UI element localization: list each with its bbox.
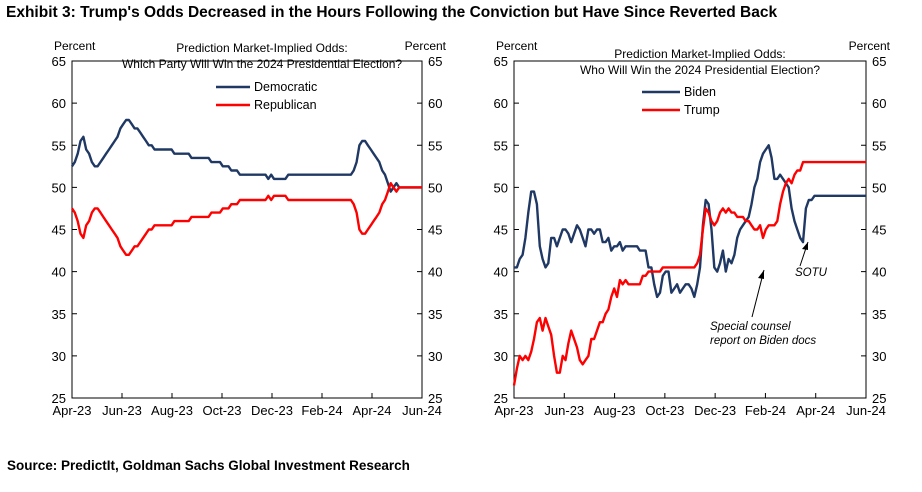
y-axis-label-right: Percent xyxy=(849,39,891,53)
annotation-sotu-arrowhead xyxy=(802,242,808,250)
x-tick-label: Dec-23 xyxy=(694,403,736,418)
y-tick-label-right: 25 xyxy=(872,391,886,406)
y-tick-label-left: 65 xyxy=(52,54,66,69)
y-tick-label-left: 30 xyxy=(52,349,66,364)
x-tick-label: Jun-23 xyxy=(544,403,584,418)
annotation-special-counsel-line-1: Special counsel xyxy=(710,321,791,333)
x-tick-label: Jun-24 xyxy=(402,403,442,418)
x-tick-label: Jun-23 xyxy=(102,403,142,418)
y-tick-label-left: 55 xyxy=(52,138,66,153)
legend-label-trump: Trump xyxy=(684,103,720,117)
y-tick-label-right: 35 xyxy=(428,307,442,322)
series-line-trump xyxy=(512,160,866,386)
x-tick-label: Feb-24 xyxy=(301,403,342,418)
x-tick-label: Oct-23 xyxy=(202,403,241,418)
x-tick-label: Apr-24 xyxy=(796,403,835,418)
y-tick-label-right: 65 xyxy=(872,54,886,69)
y-tick-label-left: 55 xyxy=(494,138,508,153)
y-tick-label-left: 25 xyxy=(52,391,66,406)
x-tick-label: Apr-23 xyxy=(52,403,91,418)
y-tick-label-left: 60 xyxy=(52,96,66,111)
y-tick-label-left: 30 xyxy=(494,349,508,364)
x-tick-label: Aug-23 xyxy=(594,403,636,418)
y-tick-label-left: 50 xyxy=(52,180,66,195)
y-axis-label-right: Percent xyxy=(405,39,447,53)
x-tick-label: Aug-23 xyxy=(151,403,193,418)
y-tick-label-left: 35 xyxy=(494,307,508,322)
y-tick-label-left: 50 xyxy=(494,180,508,195)
chart-title-line-2: Which Party Will Win the 2024 Presidenti… xyxy=(122,57,402,71)
y-tick-label-right: 65 xyxy=(428,54,442,69)
y-tick-label-right: 50 xyxy=(872,180,886,195)
x-tick-label: Jun-24 xyxy=(846,403,886,418)
chart-title-line-1: Prediction Market-Implied Odds: xyxy=(614,47,785,61)
x-tick-label: Apr-23 xyxy=(494,403,533,418)
source-note: Source: PredictIt, Goldman Sachs Global … xyxy=(7,458,410,473)
plot-frame xyxy=(71,60,423,399)
y-tick-label-left: 40 xyxy=(52,265,66,280)
y-tick-label-left: 60 xyxy=(494,96,508,111)
annotation-special-counsel-line-2: report on Biden docs xyxy=(710,335,816,347)
y-tick-label-right: 30 xyxy=(872,349,886,364)
x-tick-label: Oct-23 xyxy=(645,403,684,418)
y-tick-label-right: 40 xyxy=(428,265,442,280)
x-tick-label: Feb-24 xyxy=(745,403,786,418)
y-tick-label-right: 30 xyxy=(428,349,442,364)
y-tick-label-left: 25 xyxy=(494,391,508,406)
chart-title-line-2: Who Will Win the 2024 Presidential Elect… xyxy=(580,63,820,77)
y-tick-label-left: 65 xyxy=(494,54,508,69)
y-axis-label-left: Percent xyxy=(496,39,538,53)
y-tick-label-left: 45 xyxy=(494,223,508,238)
x-tick-label: Apr-24 xyxy=(352,403,391,418)
y-tick-label-right: 45 xyxy=(872,223,886,238)
y-tick-label-right: 55 xyxy=(872,138,886,153)
y-tick-label-left: 40 xyxy=(494,265,508,280)
chart-title-line-1: Prediction Market-Implied Odds: xyxy=(176,41,347,55)
y-tick-label-right: 50 xyxy=(428,180,442,195)
y-tick-label-right: 25 xyxy=(428,391,442,406)
y-tick-label-right: 55 xyxy=(428,138,442,153)
y-tick-label-right: 35 xyxy=(872,307,886,322)
exhibit-title: Exhibit 3: Trump's Odds Decreased in the… xyxy=(6,4,778,21)
legend-label-republican: Republican xyxy=(254,98,317,112)
legend-label-biden: Biden xyxy=(684,85,716,99)
series-line-democratic xyxy=(71,118,422,193)
y-axis-label-left: Percent xyxy=(54,39,96,53)
series-line-biden xyxy=(514,144,866,299)
x-tick-label: Dec-23 xyxy=(251,403,293,418)
legend-label-democratic: Democratic xyxy=(254,80,317,94)
y-tick-label-left: 35 xyxy=(52,307,66,322)
y-tick-label-right: 40 xyxy=(872,265,886,280)
y-tick-label-right: 60 xyxy=(872,96,886,111)
annotation-sotu: SOTU xyxy=(795,267,828,279)
y-tick-label-left: 45 xyxy=(52,223,66,238)
series-line-republican xyxy=(71,181,422,257)
annotation-special-counsel-arrowhead xyxy=(758,270,764,279)
y-tick-label-right: 60 xyxy=(428,96,442,111)
y-tick-label-right: 45 xyxy=(428,223,442,238)
